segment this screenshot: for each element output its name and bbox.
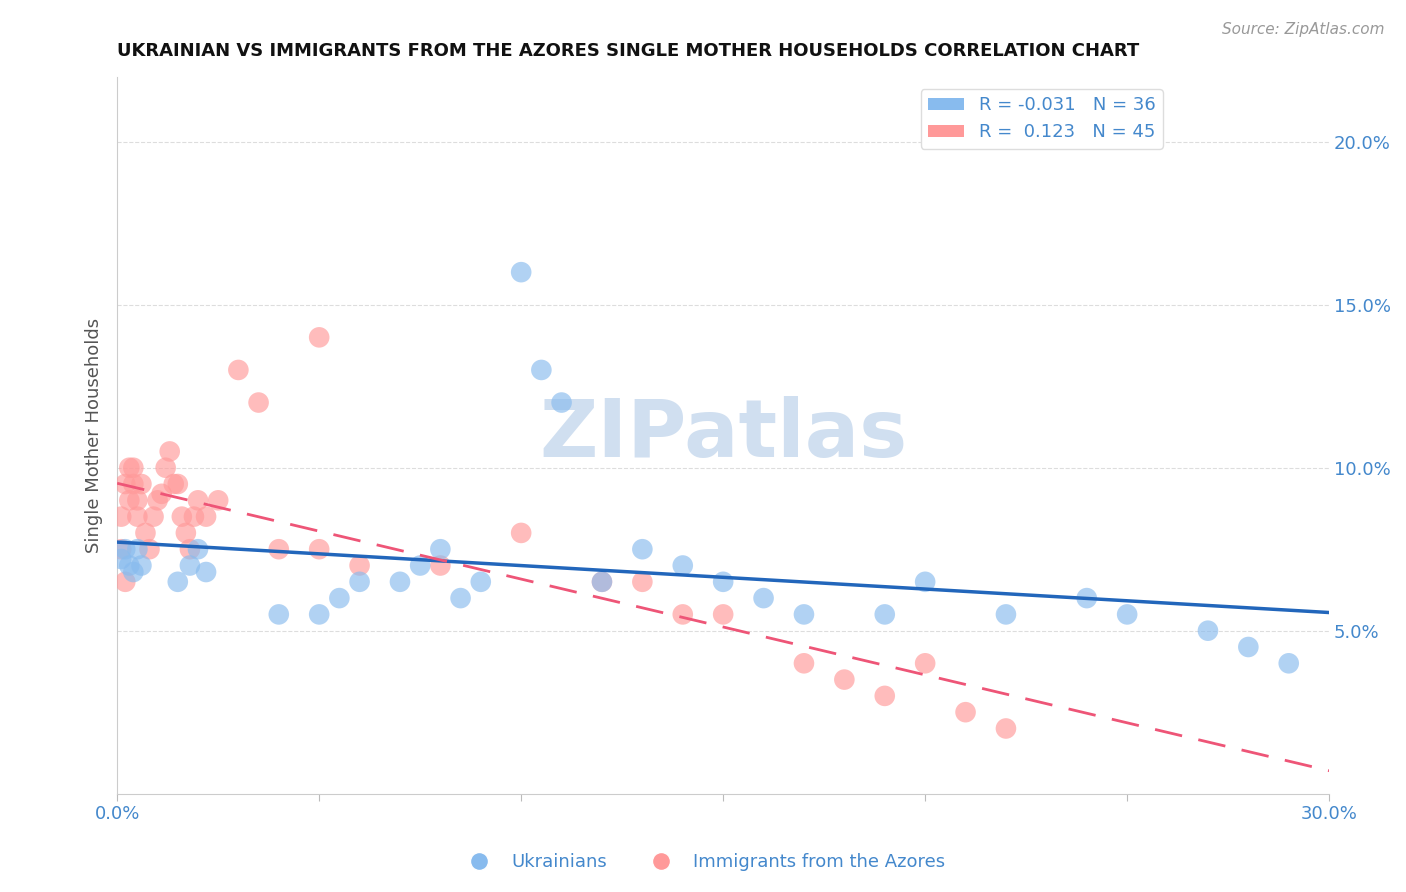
Point [267, 542, 290, 557]
Point [1116, 607, 1139, 622]
Point [711, 607, 734, 622]
Point [530, 363, 553, 377]
Point [138, 542, 160, 557]
Point [174, 525, 197, 540]
Point [873, 689, 896, 703]
Point [122, 460, 145, 475]
Point [183, 509, 205, 524]
Point [914, 574, 936, 589]
Point [179, 542, 201, 557]
Text: ZIPatlas: ZIPatlas [538, 396, 907, 475]
Point [142, 509, 165, 524]
Point [122, 477, 145, 491]
Point [994, 722, 1017, 736]
Point [228, 363, 250, 377]
Point [166, 477, 188, 491]
Point [591, 574, 613, 589]
Point [873, 607, 896, 622]
Point [118, 493, 141, 508]
Text: UKRAINIAN VS IMMIGRANTS FROM THE AZORES SINGLE MOTHER HOUSEHOLDS CORRELATION CHA: UKRAINIAN VS IMMIGRANTS FROM THE AZORES … [117, 42, 1139, 60]
Point [110, 509, 132, 524]
Point [114, 477, 136, 491]
Point [267, 607, 290, 622]
Point [122, 565, 145, 579]
Legend: R = -0.031   N = 36, R =  0.123   N = 45: R = -0.031 N = 36, R = 0.123 N = 45 [921, 89, 1163, 149]
Point [110, 542, 132, 557]
Point [118, 460, 141, 475]
Point [166, 574, 188, 589]
Y-axis label: Single Mother Households: Single Mother Households [86, 318, 103, 553]
Point [150, 487, 173, 501]
Point [550, 395, 572, 409]
Point [793, 657, 815, 671]
Point [955, 705, 977, 719]
Point [631, 574, 654, 589]
Point [672, 558, 695, 573]
Legend: Ukrainians, Immigrants from the Azores: Ukrainians, Immigrants from the Azores [453, 847, 953, 879]
Point [349, 558, 371, 573]
Point [155, 460, 177, 475]
Point [429, 542, 451, 557]
Point [195, 565, 218, 579]
Point [1197, 624, 1219, 638]
Point [247, 395, 270, 409]
Point [1076, 591, 1098, 606]
Point [131, 558, 153, 573]
Point [170, 509, 193, 524]
Point [308, 330, 330, 344]
Text: Source: ZipAtlas.com: Source: ZipAtlas.com [1222, 22, 1385, 37]
Point [510, 265, 533, 279]
Point [179, 558, 201, 573]
Point [994, 607, 1017, 622]
Point [207, 493, 229, 508]
Point [159, 444, 181, 458]
Point [1278, 657, 1301, 671]
Point [187, 542, 209, 557]
Point [470, 574, 492, 589]
Point [834, 673, 856, 687]
Point [118, 558, 141, 573]
Point [146, 493, 169, 508]
Point [1237, 640, 1260, 654]
Point [187, 493, 209, 508]
Point [114, 574, 136, 589]
Point [308, 542, 330, 557]
Point [450, 591, 472, 606]
Point [429, 558, 451, 573]
Point [131, 477, 153, 491]
Point [328, 591, 350, 606]
Point [591, 574, 613, 589]
Point [914, 657, 936, 671]
Point [388, 574, 411, 589]
Point [127, 509, 149, 524]
Point [793, 607, 815, 622]
Point [752, 591, 775, 606]
Point [163, 477, 186, 491]
Point [349, 574, 371, 589]
Point [114, 542, 136, 557]
Point [409, 558, 432, 573]
Point [127, 542, 149, 557]
Point [672, 607, 695, 622]
Point [308, 607, 330, 622]
Point [510, 525, 533, 540]
Point [134, 525, 156, 540]
Point [127, 493, 149, 508]
Point [110, 552, 132, 566]
Point [711, 574, 734, 589]
Point [195, 509, 218, 524]
Point [631, 542, 654, 557]
